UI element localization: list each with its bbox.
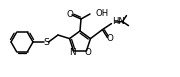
Text: O: O [106, 34, 113, 43]
Text: N: N [69, 48, 76, 57]
Text: S: S [43, 37, 49, 47]
Text: O: O [67, 10, 73, 19]
Text: HN: HN [112, 17, 125, 26]
Text: O: O [85, 48, 91, 57]
Text: OH: OH [95, 8, 108, 17]
